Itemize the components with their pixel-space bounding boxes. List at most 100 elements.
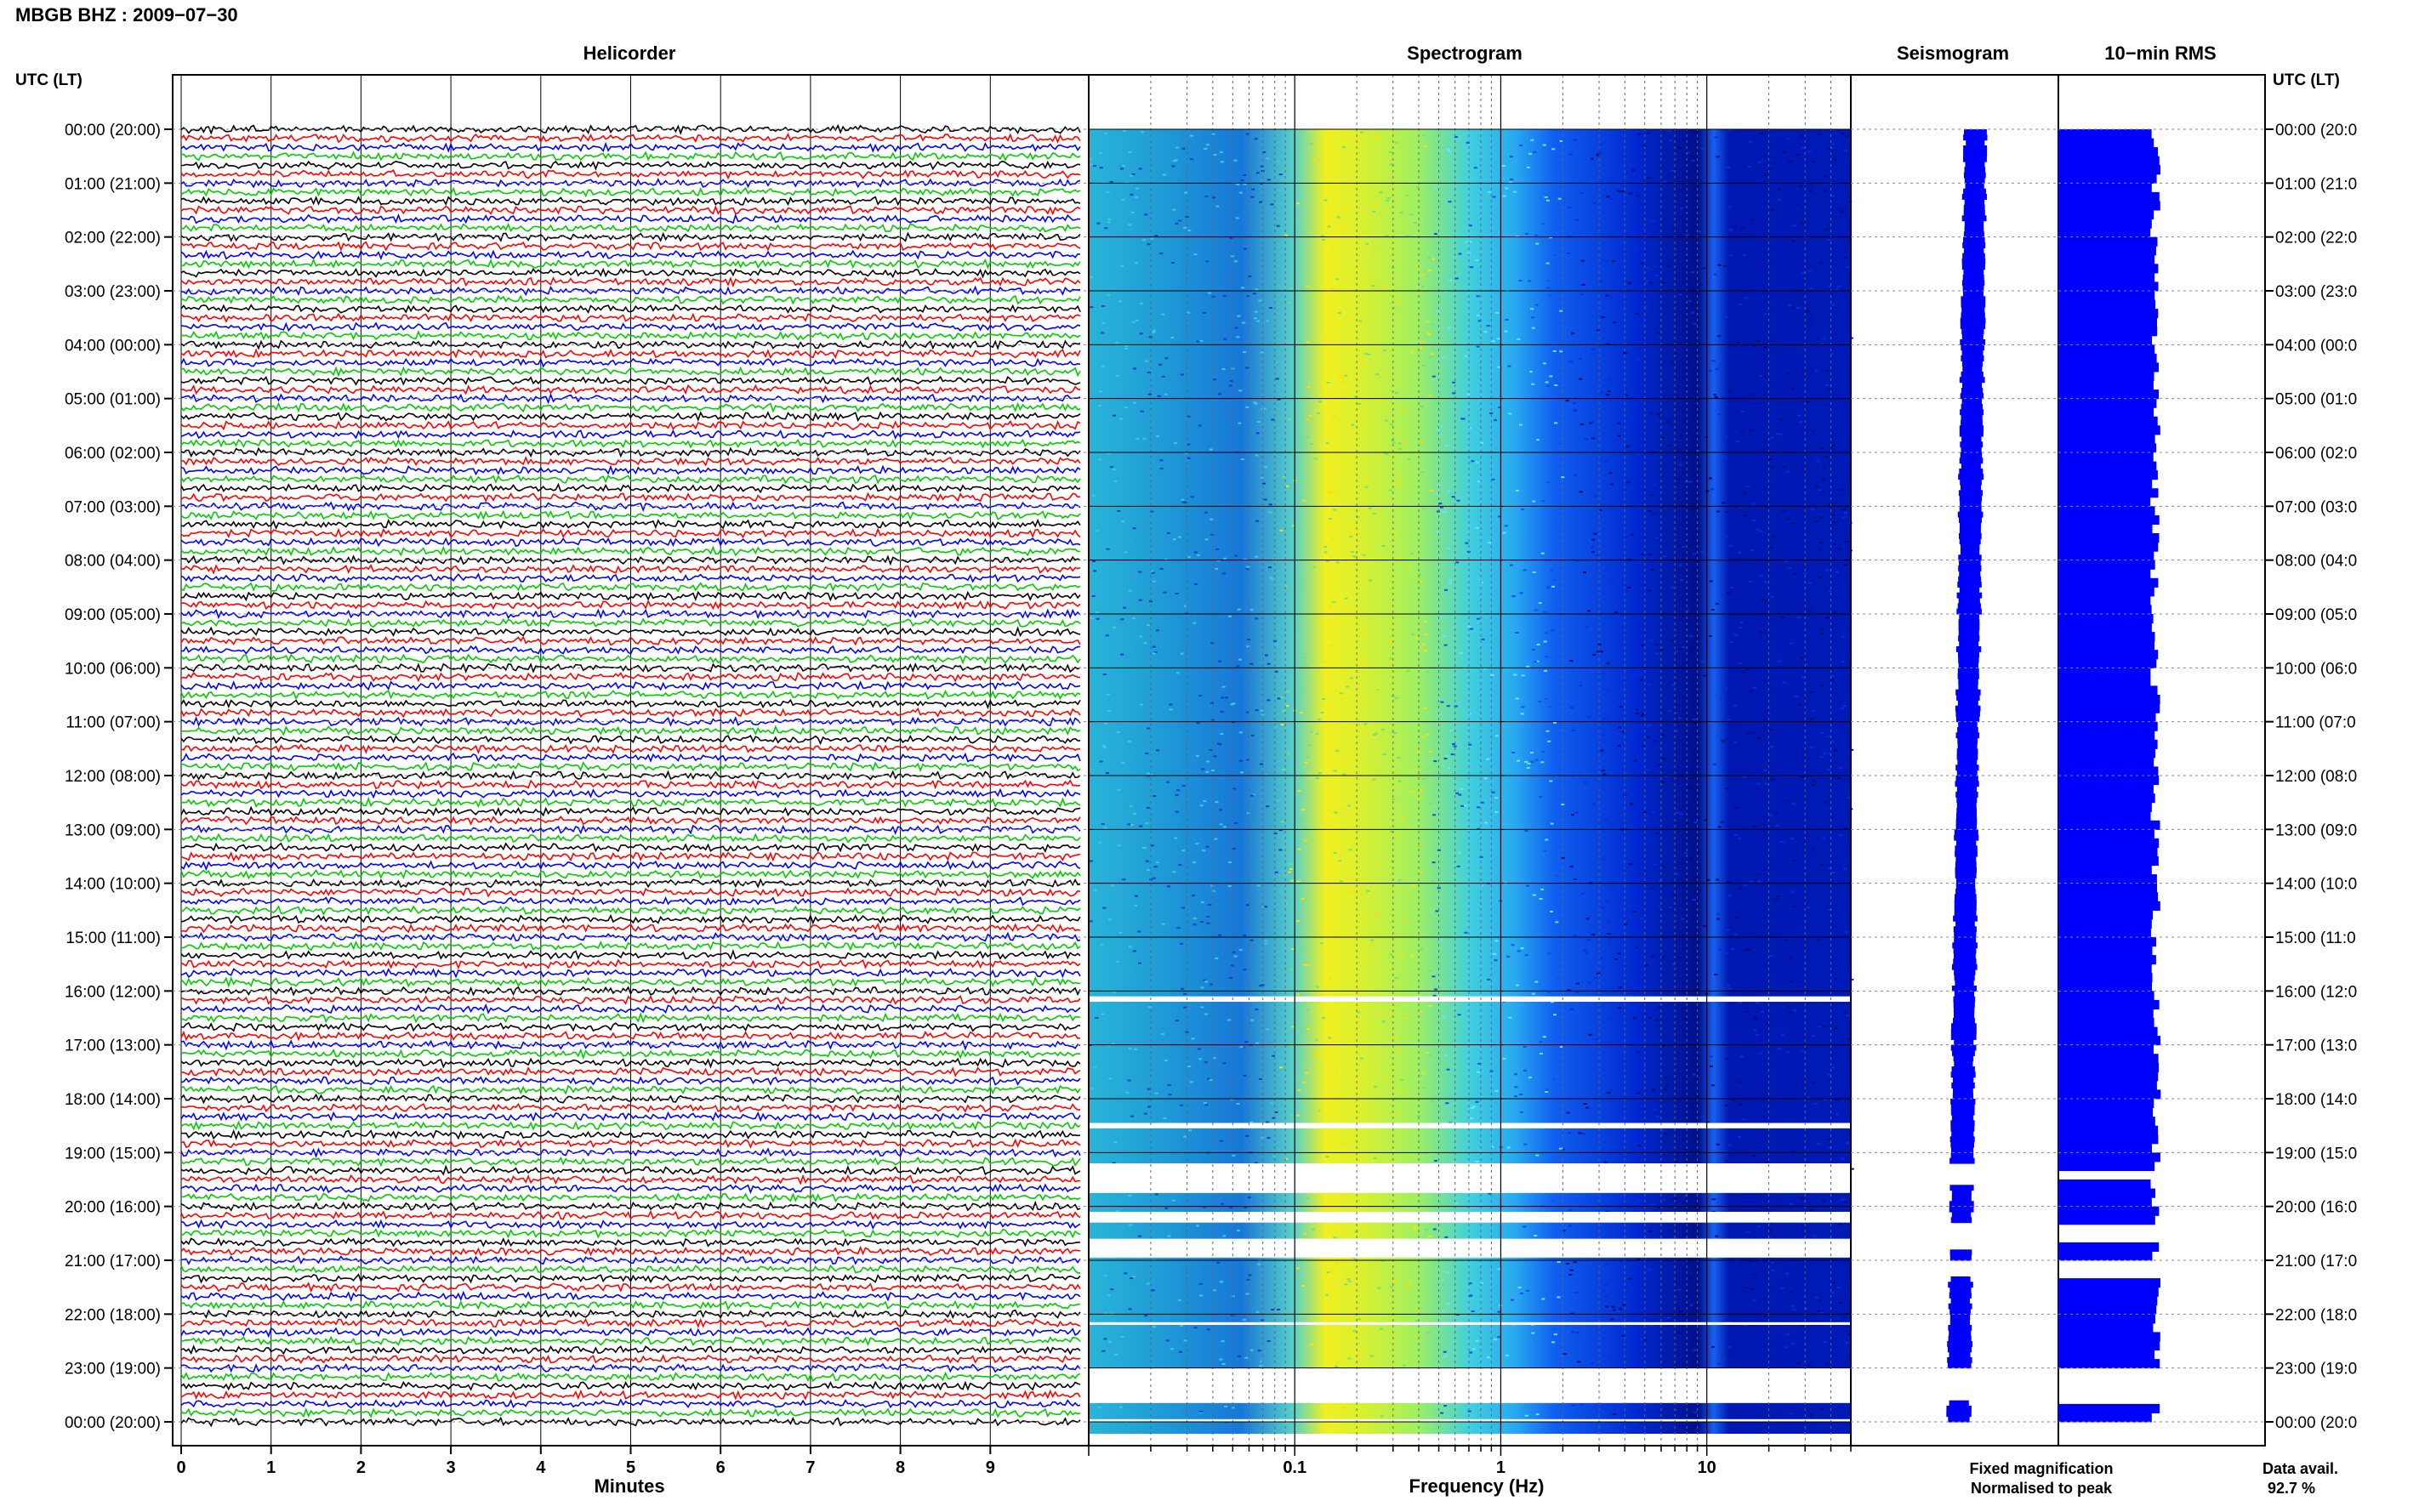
spectrogram-speckle <box>1315 1038 1318 1041</box>
spectrogram-speckle <box>1739 1104 1743 1106</box>
spectrogram-speckle <box>1349 677 1353 679</box>
spectrogram-speckle <box>1642 323 1647 326</box>
spectrogram-speckle <box>1824 370 1829 372</box>
spectrogram-speckle <box>1125 1091 1130 1094</box>
spectrogram-speckle <box>1824 1363 1829 1366</box>
spectrogram-speckle <box>1234 554 1238 557</box>
spectrogram-speckle <box>1260 165 1264 168</box>
spectrogram-speckle <box>1159 468 1164 470</box>
spectrogram-speckle <box>1579 423 1584 426</box>
spectrogram-speckle <box>1148 393 1152 395</box>
seismogram-envelope-segment <box>1952 942 1978 949</box>
spectrogram-speckle <box>1546 279 1551 281</box>
spectrogram-speckle <box>1261 906 1266 908</box>
spectrogram-speckle <box>1301 1262 1305 1264</box>
spectrogram-speckle <box>1206 922 1210 924</box>
spectrogram-speckle <box>1579 491 1583 493</box>
hour-label-left: 18:00 (14:00) <box>65 1091 161 1109</box>
spectrogram-speckle <box>1396 833 1400 836</box>
rms-bar <box>2058 622 2152 633</box>
spectrogram-speckle <box>1725 787 1729 790</box>
spectrogram-speckle <box>1409 553 1414 555</box>
spectrogram-speckle <box>1204 196 1209 197</box>
spectrogram-speckle <box>1386 603 1390 605</box>
spectrogram-speckle <box>1255 709 1259 712</box>
spectrogram-speckle <box>1830 147 1834 149</box>
spectrogram-speckle <box>1483 331 1488 333</box>
spectrogram-speckle <box>1784 939 1789 941</box>
spectrogram-speckle <box>1298 1026 1302 1029</box>
helicorder-trace <box>180 366 1081 378</box>
rms-bar <box>2058 201 2160 211</box>
spectrogram-speckle <box>1414 1307 1419 1310</box>
spectrogram-speckle <box>1105 634 1109 637</box>
spectrogram-speckle <box>1549 780 1553 782</box>
spectrogram-speckle <box>1692 1073 1696 1076</box>
spectrogram-speckle <box>1667 130 1671 133</box>
spectrogram-speckle <box>1212 1057 1216 1060</box>
spectrogram-speckle <box>1438 433 1443 435</box>
spectrogram-speckle <box>1429 802 1433 804</box>
spectrogram-speckle <box>1611 1305 1615 1308</box>
spectrogram-speckle <box>1191 1037 1195 1040</box>
seismogram-envelope-segment <box>1959 517 1982 523</box>
seismogram-envelope-segment <box>1963 269 1984 276</box>
spectrogram-speckle <box>1809 746 1813 748</box>
helicorder-trace <box>180 141 1081 153</box>
spectrogram-speckle <box>1305 1071 1309 1074</box>
spectrogram-speckle <box>1403 1017 1407 1020</box>
spectrogram-speckle <box>1302 499 1306 502</box>
spectrogram-speckle <box>1791 522 1796 525</box>
spectrogram-speckle <box>1232 702 1236 705</box>
spectrogram-speckle <box>1596 154 1600 156</box>
spectrogram-speckle <box>1771 1270 1775 1271</box>
rms-bar <box>2058 1197 2152 1208</box>
spectrogram-speckle <box>1411 633 1415 635</box>
spectrogram-speckle <box>1120 618 1124 621</box>
spectrogram-speckle <box>1514 1086 1518 1089</box>
spectrogram-speckle <box>1621 401 1625 404</box>
spectrogram-speckle <box>1560 1131 1564 1134</box>
seismogram-envelope-segment <box>1963 156 1987 162</box>
spectrogram-speckle <box>1732 633 1736 635</box>
spectrogram-speckle <box>1636 195 1640 197</box>
spectrogram-speckle <box>1553 1333 1557 1336</box>
helicorder-trace <box>180 1138 1081 1149</box>
spectrogram-speckle <box>1295 1037 1300 1039</box>
spectrogram-speckle <box>1426 1331 1431 1333</box>
spectrogram-speckle <box>1109 466 1113 469</box>
spectrogram-speckle <box>1206 1328 1210 1331</box>
spectrogram-speckle <box>1837 549 1841 550</box>
spectrogram-speckle <box>1179 1324 1183 1327</box>
seismogram-envelope-segment <box>1955 732 1980 739</box>
seismogram-envelope-segment <box>1954 829 1978 836</box>
helicorder-x-tick-label: 7 <box>805 1458 815 1477</box>
spectrogram-speckle <box>1740 226 1745 229</box>
spectrogram-speckle <box>1738 1002 1742 1004</box>
helicorder-trace <box>180 816 1081 826</box>
spectrogram-speckle <box>1777 198 1781 201</box>
spectrogram-speckle <box>1233 955 1238 958</box>
spectrogram-speckle <box>1426 321 1430 323</box>
rms-bar <box>2058 865 2152 875</box>
spectrogram-speckle <box>1309 1344 1313 1346</box>
spectrogram-speckle <box>1180 942 1184 945</box>
spectrogram-speckle <box>1118 1406 1123 1408</box>
spectrogram-speckle <box>1703 892 1707 895</box>
spectrogram-speckle <box>1585 626 1589 628</box>
spectrogram-speckle <box>1840 210 1844 213</box>
data-availability-value: 92.7 % <box>2268 1480 2315 1497</box>
spectrogram-speckle <box>1642 713 1646 715</box>
spectrogram-speckle <box>1380 1415 1385 1418</box>
spectrogram-speckle <box>1587 610 1591 612</box>
spectrogram-speckle <box>1688 480 1693 483</box>
spectrogram-speckle <box>1264 774 1268 776</box>
spectrogram-speckle <box>1269 307 1272 309</box>
spectrogram-speckle <box>1745 1287 1749 1289</box>
spectrogram-speckle <box>1241 287 1245 289</box>
spectrogram-speckle <box>1221 1363 1226 1365</box>
spectrogram-speckle <box>1215 958 1219 959</box>
spectrogram-speckle <box>1297 668 1301 671</box>
spectrogram-speckle <box>1213 153 1217 156</box>
spectrogram-speckle <box>1796 1362 1801 1365</box>
